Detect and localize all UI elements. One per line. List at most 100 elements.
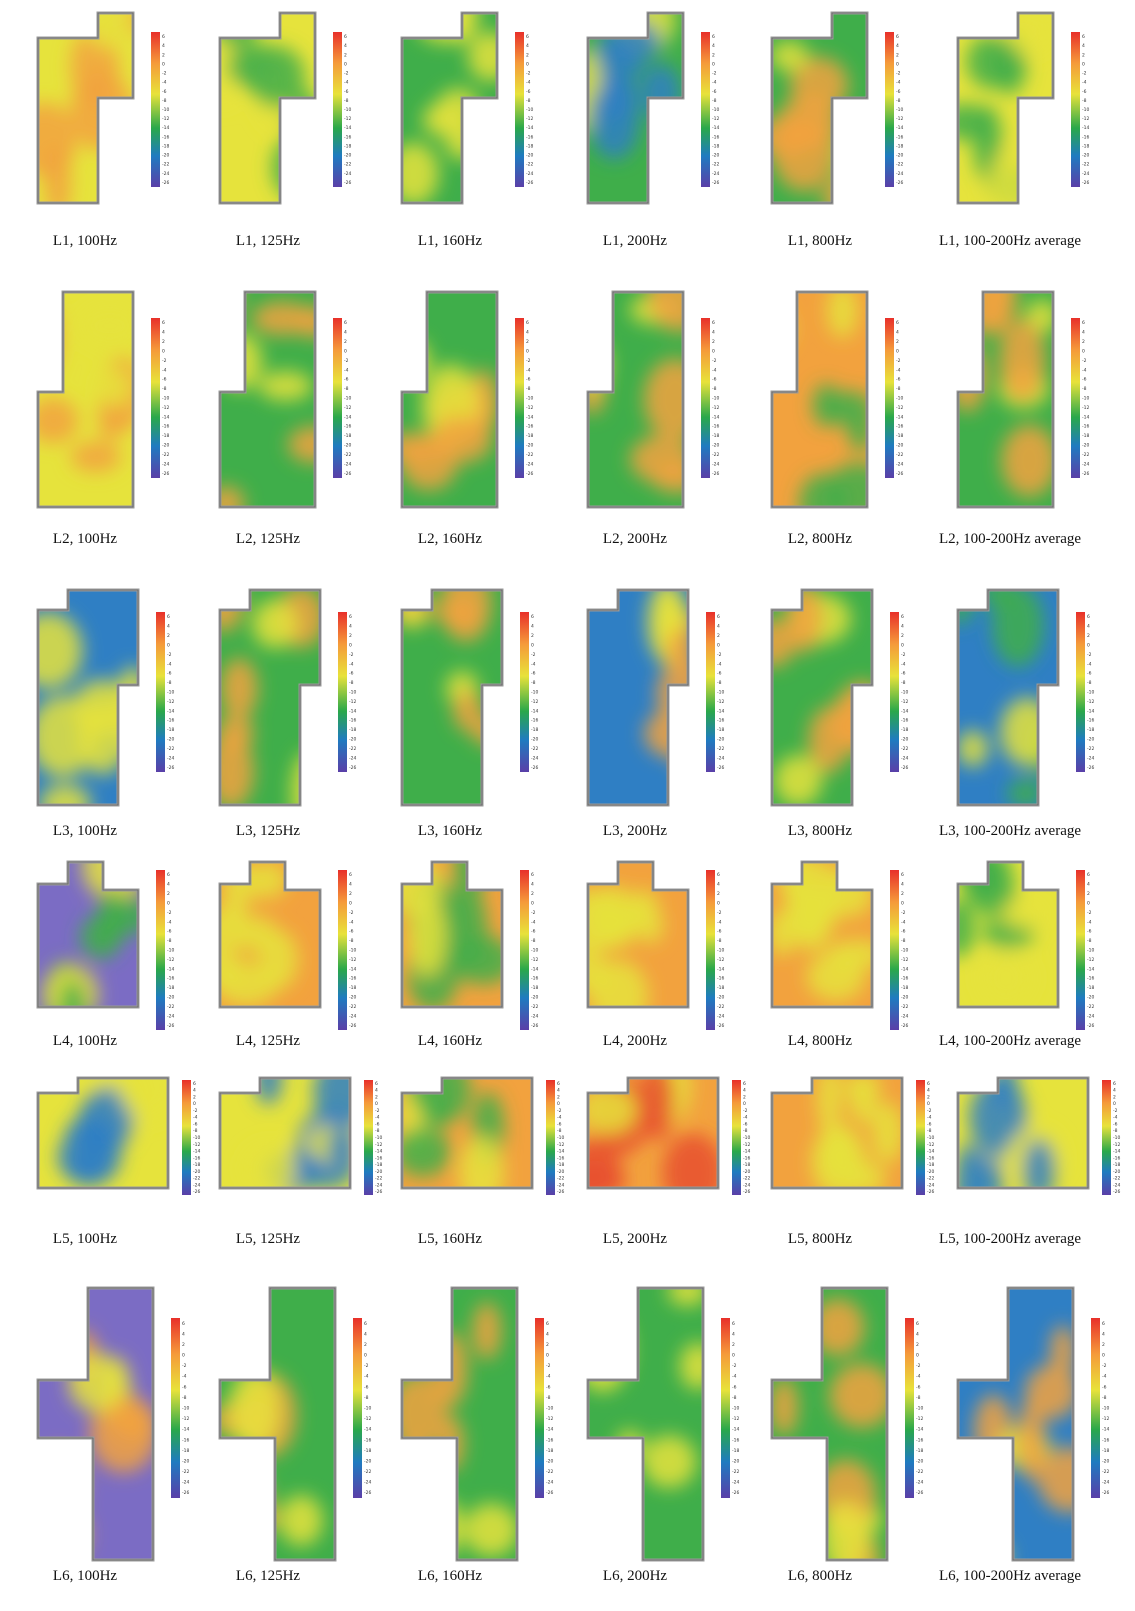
colorbar-tick-label: -2 (162, 71, 167, 77)
colorbar-tick-label: -16 (732, 1437, 739, 1443)
heatmap-blob (600, 20, 660, 64)
heatmap-blob (291, 752, 324, 834)
colorbar-tick-label: -18 (349, 727, 356, 733)
panel-caption: L3, 200Hz (603, 823, 667, 839)
panel (388, 0, 513, 205)
colorbar-tick-label: 4 (546, 1331, 549, 1337)
panel-caption: L3, 800Hz (788, 823, 852, 839)
colorbar-tick-label: -12 (1113, 1142, 1120, 1148)
colorbar-tick-label: -6 (531, 671, 536, 677)
colorbar-tick-label: -4 (531, 661, 536, 667)
colorbar-tick-label: -6 (712, 377, 717, 383)
colorbar-tick-label: -6 (375, 1121, 380, 1127)
colorbar-tick-label: -12 (526, 405, 533, 411)
colorbar-tick-label: -22 (1087, 1004, 1094, 1010)
colorbar-tick-label: -14 (1087, 966, 1094, 972)
colorbar-tick-label: -22 (927, 1176, 934, 1182)
colorbar-tick-label: -26 (531, 765, 538, 771)
colorbar-tick-label: -16 (557, 1155, 564, 1161)
colorbar-tick-label: -20 (1082, 153, 1089, 159)
colorbar-tick-label: -24 (1113, 1182, 1120, 1188)
panel (943, 835, 1058, 1007)
colorbar-tick-label: -10 (546, 1406, 553, 1412)
heatmap-blob (1018, 1398, 1045, 1482)
colorbar-tick-label: -10 (896, 107, 903, 113)
colorbar-tick-label: -22 (1082, 452, 1089, 458)
colorbar-tick-label: -14 (901, 966, 908, 972)
colorbar-tick-label: -8 (896, 98, 901, 104)
colorbar-tick-label: -20 (349, 995, 356, 1001)
colorbar-tick-label: -4 (916, 1374, 921, 1380)
colorbar-tick-label: -6 (526, 89, 531, 95)
heatmap-blob (829, 1363, 894, 1428)
colorbar-tick-label: -14 (167, 708, 174, 714)
colorbar (515, 32, 524, 187)
heatmap (954, 1059, 1088, 1225)
panel-caption: L2, 100Hz (53, 531, 117, 547)
colorbar-tick-label: 4 (162, 43, 165, 49)
colorbar-tick-label: 2 (896, 339, 899, 345)
colorbar-tick-label: -16 (916, 1437, 923, 1443)
colorbar-tick-label: 0 (712, 348, 715, 354)
panel (562, 1052, 724, 1212)
colorbar-tick-label: -10 (526, 396, 533, 402)
colorbar-tick-label: -20 (901, 737, 908, 743)
colorbar-tick-label: 4 (531, 624, 534, 630)
colorbar (151, 318, 160, 478)
colorbar (1076, 612, 1085, 772)
heatmap-blob (644, 710, 698, 758)
colorbar-tick-label: 2 (375, 1094, 378, 1100)
colorbar-tick-label: -22 (901, 1004, 908, 1010)
colorbar-tick-label: 6 (364, 1321, 367, 1327)
colorbar-tick-label: -10 (526, 107, 533, 113)
colorbar-tick-label: -26 (1113, 1189, 1120, 1195)
colorbar-tick-label: -16 (717, 718, 724, 724)
colorbar-tick-label: 0 (1087, 642, 1090, 648)
colorbar-tick-label: -10 (557, 1135, 564, 1141)
heatmap-blob (954, 255, 1017, 336)
colorbar-tick-label: -4 (1082, 367, 1087, 373)
colorbar-tick-label: -18 (1087, 727, 1094, 733)
colorbar-tick-label: -16 (526, 134, 533, 140)
colorbar-tick-label: -22 (531, 746, 538, 752)
colorbar-tick-label: -22 (916, 1469, 923, 1475)
colorbar-tick-label: -24 (162, 461, 169, 467)
panel-caption: L5, 100-200Hz average (939, 1231, 1081, 1247)
colorbar (1076, 870, 1085, 1030)
panel (390, 566, 525, 805)
colorbar-tick-label: -16 (162, 134, 169, 140)
colorbar (732, 1080, 741, 1195)
colorbar-tick-label: -12 (717, 957, 724, 963)
colorbar-tick-label: -14 (712, 125, 719, 131)
colorbar-tick-label: -24 (344, 171, 351, 177)
colorbar-tick-label: -2 (1082, 71, 1087, 77)
colorbar-tick-label: 4 (531, 882, 534, 888)
heatmap (388, 0, 513, 205)
colorbar-tick-label: -18 (1113, 1162, 1120, 1168)
colorbar-tick-label: -16 (526, 424, 533, 430)
heatmap-blob (388, 142, 439, 205)
colorbar-tick-label: 6 (344, 320, 347, 326)
colorbar-tick-label: 6 (1087, 614, 1090, 620)
heatmap-blob (754, 306, 792, 351)
colorbar-tick-label: -20 (546, 1458, 553, 1464)
colorbar-tick-label: -22 (531, 1004, 538, 1010)
colorbar-tick-label: -8 (526, 386, 531, 392)
colorbar-tick-label: 4 (344, 43, 347, 49)
colorbar-tick-label: 0 (1082, 348, 1085, 354)
colorbar-tick-label: 2 (743, 1094, 746, 1100)
colorbar-tick-label: -10 (717, 690, 724, 696)
heatmap-blob (44, 146, 71, 219)
colorbar-tick-label: -12 (712, 405, 719, 411)
colorbar-tick-label: 4 (162, 330, 165, 336)
colorbar-tick-label: -10 (712, 107, 719, 113)
colorbar-tick-label: -6 (1087, 929, 1092, 935)
colorbar-tick-label: -26 (531, 1023, 538, 1029)
colorbar-tick-label: -14 (717, 708, 724, 714)
heatmap-blob (259, 371, 313, 401)
colorbar-tick-label: -16 (167, 976, 174, 982)
colorbar-tick-label: 2 (927, 1094, 930, 1100)
heatmap-blob (117, 666, 149, 736)
heatmap-blob (630, 435, 695, 483)
colorbar-tick-label: -12 (901, 699, 908, 705)
